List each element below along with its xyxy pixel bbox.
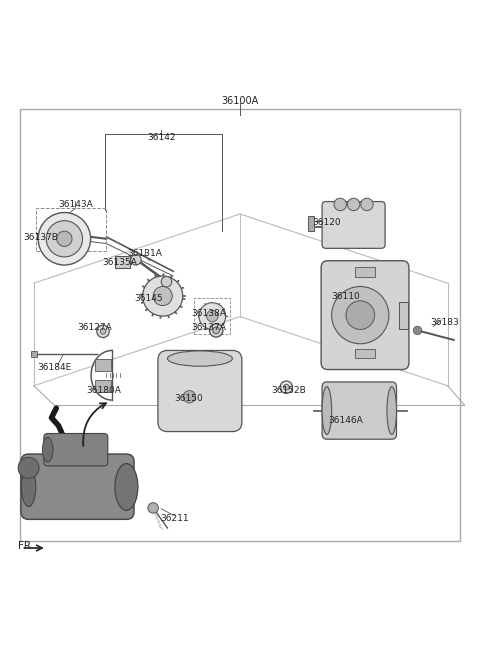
Text: 36120: 36120 [312,218,341,227]
Text: 36183: 36183 [430,318,458,327]
Text: 36131A: 36131A [127,248,162,258]
FancyBboxPatch shape [44,434,108,466]
Circle shape [153,286,172,306]
Circle shape [209,324,223,337]
Circle shape [283,384,289,390]
Text: 36142: 36142 [147,133,176,142]
Text: 36135A: 36135A [102,258,137,267]
Circle shape [143,276,183,316]
Circle shape [38,212,91,265]
Text: 36184E: 36184E [38,363,72,372]
Bar [356,349,374,358]
Text: 36211: 36211 [160,514,189,523]
Ellipse shape [42,438,53,462]
Circle shape [97,325,109,338]
Text: 36145: 36145 [134,294,163,304]
Circle shape [332,286,389,344]
Text: 36127A: 36127A [77,323,112,332]
Ellipse shape [322,387,332,434]
Bar [115,256,130,268]
Bar [308,216,314,231]
FancyBboxPatch shape [21,454,134,520]
Text: 36137B: 36137B [23,233,58,242]
Circle shape [46,221,83,257]
Circle shape [346,301,374,329]
Circle shape [100,328,106,334]
FancyBboxPatch shape [321,261,409,369]
Text: 36110: 36110 [332,292,360,300]
Circle shape [280,381,292,394]
Text: FR.: FR. [18,541,34,551]
Text: 36100A: 36100A [221,96,259,106]
Text: 36146A: 36146A [329,416,363,424]
Circle shape [334,198,347,211]
Ellipse shape [22,467,36,507]
Circle shape [361,198,373,211]
Circle shape [161,277,172,287]
FancyBboxPatch shape [322,202,385,248]
Circle shape [131,254,141,265]
Text: 36138A: 36138A [192,309,227,318]
Ellipse shape [115,464,138,510]
Text: 36152B: 36152B [271,386,306,395]
Text: 36150: 36150 [174,394,203,403]
Ellipse shape [168,351,232,366]
Bar [95,359,111,371]
Circle shape [199,303,226,329]
Ellipse shape [387,387,396,434]
Circle shape [18,457,39,478]
Circle shape [183,390,196,403]
Text: 36143A: 36143A [58,200,93,209]
Bar [36,208,107,251]
Circle shape [348,198,360,211]
Circle shape [213,327,219,334]
Circle shape [413,326,422,334]
Bar [31,351,37,357]
FancyBboxPatch shape [322,382,396,440]
Text: 36137A: 36137A [192,323,227,332]
Circle shape [57,231,72,246]
Circle shape [206,310,218,322]
Circle shape [148,503,158,513]
FancyBboxPatch shape [158,350,242,432]
Bar [399,302,408,328]
Bar [356,267,374,277]
Bar [194,298,230,334]
Text: 36180A: 36180A [86,386,121,395]
Bar [95,380,111,392]
